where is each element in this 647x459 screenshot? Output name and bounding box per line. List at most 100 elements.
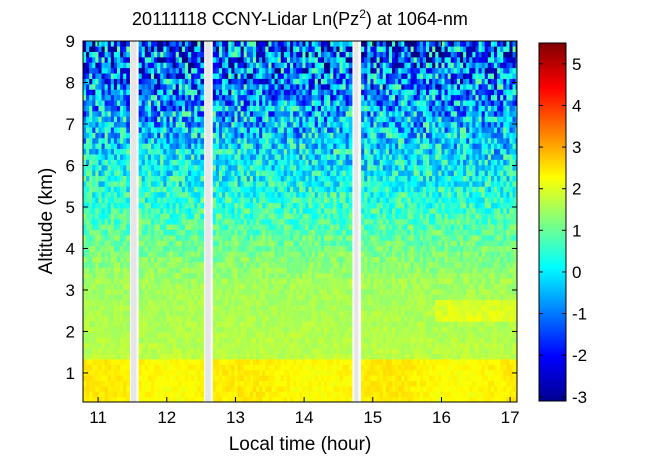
heatmap-cell bbox=[150, 148, 155, 155]
heatmap-cell bbox=[197, 110, 202, 117]
heatmap-cell bbox=[172, 310, 177, 317]
heatmap-cell bbox=[228, 41, 232, 47]
heatmap-cell bbox=[188, 348, 192, 355]
heatmap-cell bbox=[178, 213, 183, 220]
heatmap-cell bbox=[184, 250, 189, 257]
heatmap-cell bbox=[194, 375, 198, 382]
heatmap-cell bbox=[222, 164, 226, 171]
heatmap-cell bbox=[231, 396, 236, 402]
heatmap-cell bbox=[200, 353, 205, 360]
heatmap-cell bbox=[157, 62, 161, 69]
heatmap-cell bbox=[89, 294, 93, 301]
heatmap-cell bbox=[150, 143, 155, 150]
heatmap-cell bbox=[120, 342, 124, 349]
heatmap-cell bbox=[154, 207, 158, 214]
heatmap-cell bbox=[184, 202, 189, 209]
heatmap-cell bbox=[237, 267, 242, 274]
heatmap-cell bbox=[89, 310, 93, 317]
heatmap-cell bbox=[92, 137, 96, 144]
heatmap-cell bbox=[113, 110, 118, 117]
heatmap-cell bbox=[194, 164, 198, 171]
heatmap-cell bbox=[86, 67, 90, 74]
heatmap-cell bbox=[141, 380, 146, 387]
heatmap-cell bbox=[126, 137, 130, 144]
heatmap-cell bbox=[234, 202, 239, 209]
heatmap-cell bbox=[191, 207, 195, 214]
heatmap-cell bbox=[160, 277, 164, 284]
heatmap-cell bbox=[218, 294, 223, 301]
heatmap-cell bbox=[157, 164, 161, 171]
heatmap-cell bbox=[98, 375, 103, 382]
heatmap-cell bbox=[178, 143, 183, 150]
heatmap-cell bbox=[228, 110, 232, 117]
heatmap-cell bbox=[194, 180, 198, 187]
heatmap-cell bbox=[98, 213, 103, 220]
heatmap-cell bbox=[240, 126, 245, 133]
heatmap-cell bbox=[231, 375, 236, 382]
heatmap-cell bbox=[181, 223, 186, 230]
heatmap-cell bbox=[184, 213, 189, 220]
heatmap-cell bbox=[157, 51, 161, 58]
heatmap-cell bbox=[237, 304, 242, 311]
heatmap-cell bbox=[138, 223, 143, 230]
heatmap-cell bbox=[237, 207, 242, 214]
heatmap-cell bbox=[147, 78, 152, 85]
heatmap-cell bbox=[116, 197, 121, 204]
heatmap-cell bbox=[240, 51, 245, 58]
heatmap-cell bbox=[120, 369, 124, 376]
heatmap-cell bbox=[107, 358, 112, 365]
heatmap-cell bbox=[222, 331, 226, 338]
heatmap-cell bbox=[175, 137, 180, 144]
heatmap-cell bbox=[215, 197, 220, 204]
heatmap-cell bbox=[200, 72, 205, 79]
heatmap-cell bbox=[101, 126, 106, 133]
heatmap-cell bbox=[200, 143, 205, 150]
heatmap-cell bbox=[172, 375, 177, 382]
heatmap-cell bbox=[104, 380, 109, 387]
heatmap-cell bbox=[184, 197, 189, 204]
heatmap-cell bbox=[169, 126, 174, 133]
heatmap-cell bbox=[240, 67, 245, 74]
heatmap-cell bbox=[147, 353, 152, 360]
heatmap-cell bbox=[222, 315, 226, 322]
heatmap-cell bbox=[147, 250, 152, 257]
heatmap-cell bbox=[197, 277, 202, 284]
heatmap-cell bbox=[175, 126, 180, 133]
heatmap-cell bbox=[98, 202, 103, 209]
heatmap-cell bbox=[104, 175, 109, 182]
heatmap-cell bbox=[237, 229, 242, 236]
heatmap-cell bbox=[147, 277, 152, 284]
heatmap-cell bbox=[237, 218, 242, 225]
heatmap-cell bbox=[110, 358, 115, 365]
heatmap-cell bbox=[83, 358, 87, 365]
heatmap-cell bbox=[163, 369, 168, 376]
heatmap-cell bbox=[237, 62, 242, 69]
heatmap-cell bbox=[184, 143, 189, 150]
heatmap-cell bbox=[101, 358, 106, 365]
heatmap-cell bbox=[175, 348, 180, 355]
heatmap-cell bbox=[225, 304, 229, 311]
heatmap-cell bbox=[126, 41, 130, 47]
heatmap-cell bbox=[104, 223, 109, 230]
heatmap-cell bbox=[150, 41, 155, 47]
heatmap-cell bbox=[126, 116, 130, 123]
heatmap-cell bbox=[120, 83, 124, 90]
heatmap-cell bbox=[231, 202, 236, 209]
heatmap-cell bbox=[89, 105, 93, 112]
heatmap-cell bbox=[237, 245, 242, 252]
heatmap-cell bbox=[240, 62, 245, 69]
heatmap-cell bbox=[147, 197, 152, 204]
heatmap-cell bbox=[144, 283, 149, 290]
heatmap-cell bbox=[231, 380, 236, 387]
heatmap-cell bbox=[126, 153, 130, 160]
heatmap-cell bbox=[218, 121, 223, 128]
heatmap-cell bbox=[215, 121, 220, 128]
heatmap-cell bbox=[141, 175, 146, 182]
heatmap-cell bbox=[178, 348, 183, 355]
heatmap-cell bbox=[126, 272, 130, 279]
heatmap-cell bbox=[215, 170, 220, 177]
heatmap-cell bbox=[83, 45, 87, 52]
heatmap-cell bbox=[147, 94, 152, 101]
heatmap-cell bbox=[191, 180, 195, 187]
heatmap-cell bbox=[200, 234, 205, 241]
